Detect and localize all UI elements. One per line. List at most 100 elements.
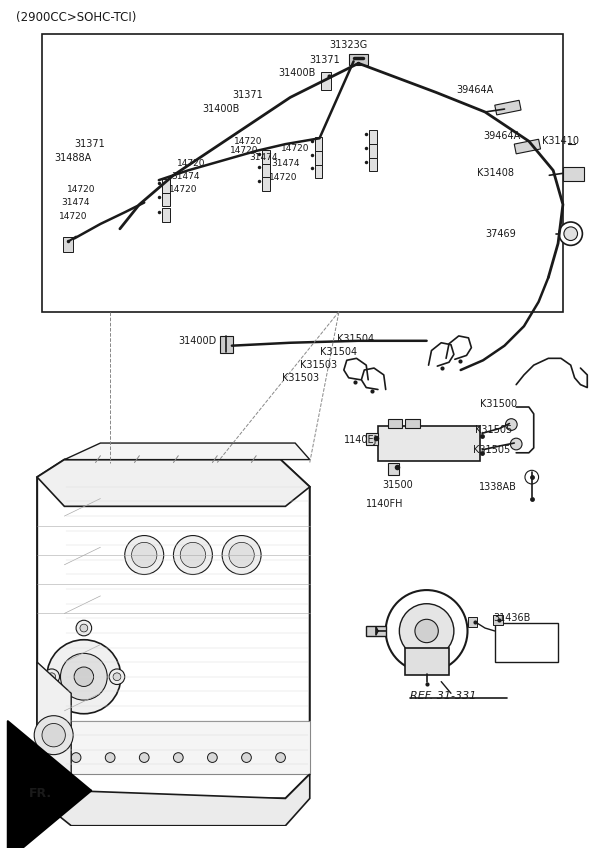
- Text: (2900CC>SOHC-TCI): (2900CC>SOHC-TCI): [16, 11, 136, 24]
- Text: 14720: 14720: [230, 147, 258, 155]
- Text: K31500: K31500: [480, 399, 517, 409]
- Text: K31410: K31410: [542, 137, 579, 146]
- Text: 31474: 31474: [61, 198, 90, 207]
- Circle shape: [42, 723, 66, 747]
- Bar: [468, 617, 477, 627]
- Circle shape: [241, 753, 252, 762]
- Text: K31408: K31408: [477, 168, 514, 178]
- Bar: [495, 623, 558, 662]
- Text: REF. 31-331: REF. 31-331: [410, 691, 476, 701]
- Circle shape: [80, 624, 88, 632]
- Bar: [262, 164, 270, 177]
- Text: 31474: 31474: [249, 153, 278, 162]
- Circle shape: [399, 604, 454, 658]
- Bar: [220, 336, 233, 354]
- Circle shape: [47, 639, 121, 714]
- Circle shape: [44, 669, 60, 684]
- Text: 1140EJ: 1140EJ: [344, 435, 377, 445]
- Circle shape: [113, 672, 121, 681]
- Text: K31505: K31505: [473, 445, 510, 455]
- Bar: [262, 150, 270, 164]
- Bar: [405, 648, 449, 675]
- Text: 31436B: 31436B: [493, 613, 530, 623]
- Circle shape: [276, 753, 285, 762]
- Bar: [366, 626, 386, 636]
- Circle shape: [105, 753, 115, 762]
- Text: 31400B: 31400B: [279, 68, 316, 78]
- Bar: [369, 158, 377, 171]
- Circle shape: [125, 536, 164, 574]
- Text: 1338AB: 1338AB: [479, 482, 517, 492]
- Circle shape: [109, 669, 125, 684]
- Bar: [493, 616, 503, 625]
- Bar: [369, 131, 377, 144]
- Bar: [321, 72, 331, 90]
- Text: 1140FH: 1140FH: [366, 499, 404, 510]
- Circle shape: [173, 753, 183, 762]
- Circle shape: [173, 536, 213, 574]
- Circle shape: [60, 653, 107, 700]
- Circle shape: [564, 227, 577, 241]
- Circle shape: [48, 672, 55, 681]
- Text: K31504: K31504: [337, 334, 374, 343]
- Text: K31503: K31503: [300, 360, 337, 370]
- Circle shape: [139, 753, 149, 762]
- Text: 37469: 37469: [485, 229, 516, 238]
- Circle shape: [229, 543, 254, 567]
- Bar: [388, 419, 402, 428]
- Text: 31323G: 31323G: [329, 40, 367, 50]
- Bar: [369, 144, 377, 158]
- Polygon shape: [37, 460, 310, 506]
- Text: 31400B: 31400B: [203, 104, 240, 114]
- Circle shape: [559, 222, 582, 245]
- Circle shape: [386, 590, 468, 672]
- Circle shape: [74, 667, 93, 687]
- Text: K31505: K31505: [476, 426, 512, 435]
- Circle shape: [76, 722, 92, 738]
- Bar: [162, 179, 170, 192]
- Bar: [366, 433, 378, 445]
- Bar: [63, 237, 73, 252]
- Circle shape: [34, 716, 73, 755]
- Circle shape: [180, 543, 205, 567]
- Polygon shape: [37, 460, 310, 799]
- Circle shape: [80, 727, 88, 734]
- Bar: [61, 721, 310, 774]
- Text: 14720: 14720: [269, 173, 297, 181]
- Text: 14720: 14720: [178, 159, 206, 168]
- Bar: [563, 168, 585, 181]
- Text: 31371: 31371: [74, 139, 105, 149]
- Circle shape: [525, 471, 539, 484]
- Text: 31488A: 31488A: [55, 153, 92, 163]
- Text: 31371: 31371: [232, 91, 262, 100]
- Polygon shape: [64, 443, 310, 460]
- Circle shape: [76, 620, 92, 636]
- Text: K31503: K31503: [282, 373, 320, 382]
- Text: 31371: 31371: [310, 55, 341, 65]
- Polygon shape: [37, 760, 310, 826]
- Polygon shape: [495, 100, 521, 114]
- Polygon shape: [37, 662, 71, 790]
- Bar: [42, 34, 563, 311]
- Circle shape: [510, 438, 522, 449]
- Bar: [315, 137, 323, 151]
- Bar: [388, 464, 399, 475]
- Text: 39464A: 39464A: [456, 85, 493, 95]
- Text: 31400D: 31400D: [178, 336, 217, 346]
- Bar: [162, 209, 170, 222]
- Text: 31500: 31500: [383, 480, 414, 490]
- Circle shape: [415, 619, 438, 643]
- Bar: [378, 427, 480, 460]
- Text: 14720: 14720: [281, 143, 309, 153]
- Text: 39464A: 39464A: [483, 131, 520, 142]
- Circle shape: [208, 753, 217, 762]
- Bar: [349, 53, 368, 65]
- Circle shape: [506, 419, 517, 431]
- Bar: [262, 177, 270, 191]
- Circle shape: [71, 753, 81, 762]
- Bar: [315, 165, 323, 178]
- Bar: [315, 151, 323, 165]
- Bar: [162, 192, 170, 206]
- Bar: [405, 419, 420, 428]
- Circle shape: [132, 543, 157, 567]
